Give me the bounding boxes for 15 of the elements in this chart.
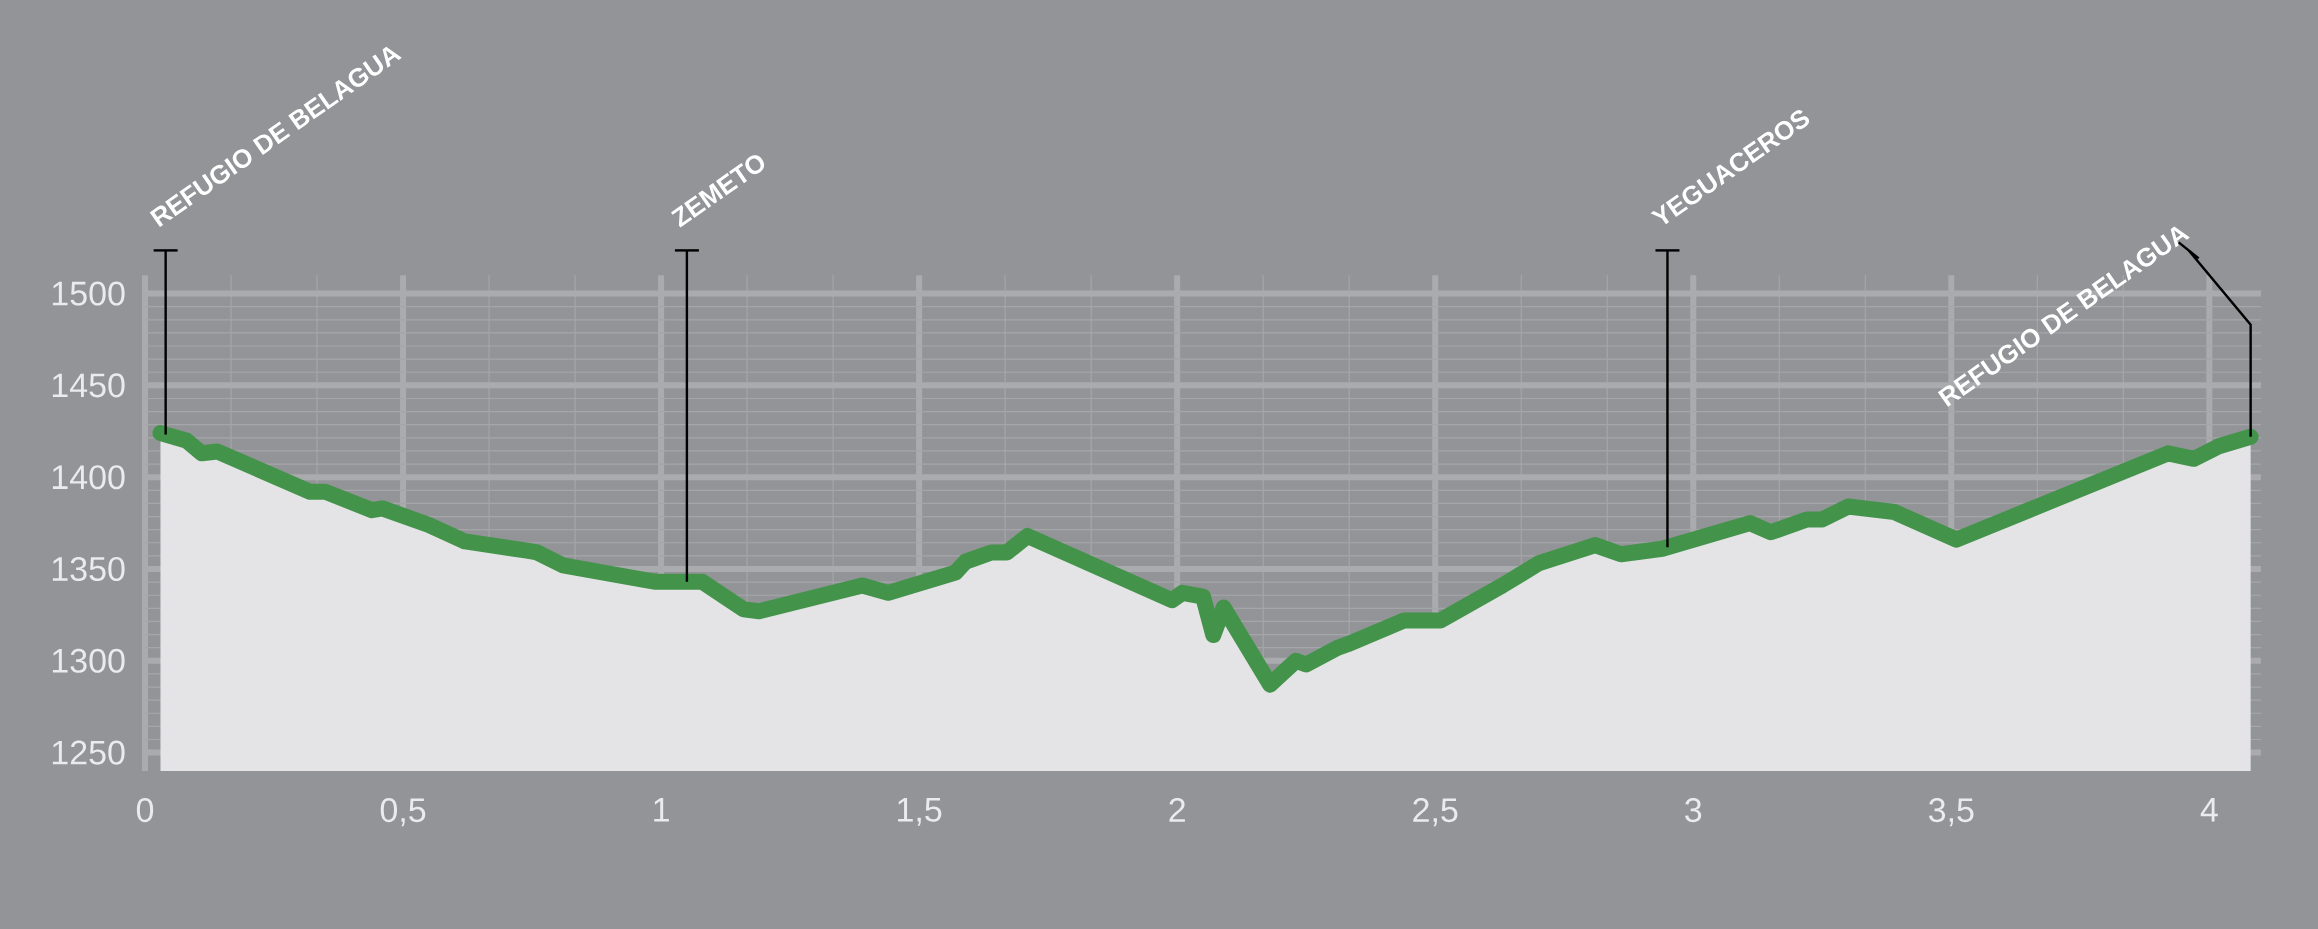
x-tick-label: 4 bbox=[2200, 798, 2218, 822]
x-tick-label: 3 bbox=[1685, 798, 1702, 823]
y-tick-label: 1450 bbox=[52, 373, 125, 398]
x-tick-label: 0,5 bbox=[380, 798, 426, 827]
x-tick-label: 3,5 bbox=[1928, 798, 1974, 827]
y-tick-label: 1250 bbox=[52, 740, 125, 765]
x-tick-label: 1,5 bbox=[898, 798, 942, 826]
x-tick-label: 0 bbox=[136, 798, 154, 823]
x-tick-label: 1 bbox=[654, 798, 669, 822]
y-tick-label: 1350 bbox=[52, 556, 125, 582]
x-tick-label: 2,5 bbox=[1413, 798, 1458, 827]
y-tick-label: 1300 bbox=[52, 648, 125, 673]
y-tick-label: 1500 bbox=[52, 281, 125, 306]
y-tick-label: 1400 bbox=[52, 465, 125, 490]
x-tick-label: 2 bbox=[1169, 798, 1185, 822]
